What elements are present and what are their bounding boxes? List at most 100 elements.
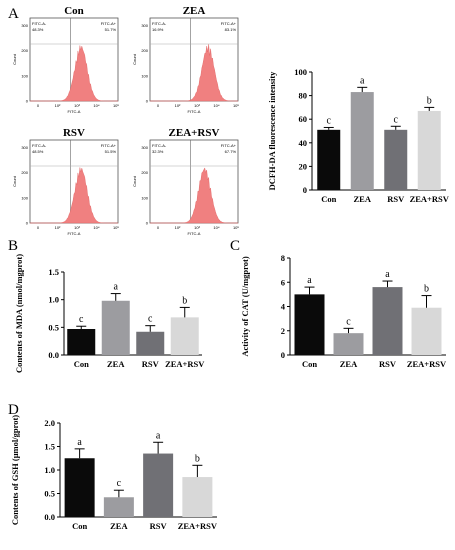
flow-y-tick-label: 300 xyxy=(141,145,148,150)
flow-title: Con xyxy=(64,5,84,17)
bar xyxy=(317,129,341,190)
flow-x-tick-label: 10² xyxy=(55,103,61,108)
flow-x-tick-label: 10³ xyxy=(194,225,200,230)
bar-chart-gsh: 0.0 0.5 1.0 1.5 2.0 Contents of GSH (μmol/gpr… xyxy=(10,415,218,531)
flow-x-tick-label: 0 xyxy=(37,103,40,108)
panel-letter-c: C xyxy=(230,238,240,254)
significance-letter: a xyxy=(307,275,312,286)
flow-y-tick-label: 0 xyxy=(26,221,29,226)
y-tick-label: 0 xyxy=(303,185,307,195)
bar xyxy=(101,300,130,355)
significance-letter: a xyxy=(156,430,161,441)
bar xyxy=(103,497,134,517)
x-tick-label: ZEA xyxy=(107,359,125,369)
flow-x-tick-label: 10² xyxy=(175,103,181,108)
bar-chart-mda: 0.0 0.5 1.0 1.5 Contents of MDA (nmol/mgprot… xyxy=(14,254,205,373)
significance-letter: c xyxy=(327,115,332,126)
x-tick-label: Con xyxy=(302,359,317,369)
flow-gate-right-pct: 83.1% xyxy=(225,27,237,32)
flow-gate-left-label: FITC-A- xyxy=(152,21,167,26)
significance-letter: c xyxy=(148,314,153,325)
significance-letter: b xyxy=(182,295,187,306)
flow-y-tick-label: 100 xyxy=(21,73,28,78)
flow-gate-left-label: FITC-A- xyxy=(32,143,47,148)
bar xyxy=(384,129,408,190)
y-tick-label: 80 xyxy=(299,91,308,101)
panel-letter-d: D xyxy=(8,402,19,418)
flow-x-axis-label: FITC-A xyxy=(68,109,81,114)
significance-letter: a xyxy=(114,282,119,293)
y-tick-label: 0.0 xyxy=(44,512,55,522)
flow-gate-right-label: FITC-A+ xyxy=(101,143,117,148)
y-tick-label: 1.5 xyxy=(48,267,59,277)
bar xyxy=(411,307,442,355)
flow-gate-left-pct: 32.3% xyxy=(152,149,164,154)
bar xyxy=(136,331,165,355)
y-axis-label: DCFH-DA fluorescence intensity xyxy=(267,71,277,191)
bar xyxy=(143,453,174,517)
flow-y-tick-label: 300 xyxy=(21,23,28,28)
flow-x-tick-label: 10⁵ xyxy=(233,225,239,230)
bar xyxy=(182,477,213,517)
x-tick-label: Con xyxy=(321,194,336,204)
flow-x-tick-label: 10⁴ xyxy=(213,225,219,230)
y-axis-label: Contents of MDA (nmol/mgprot) xyxy=(14,254,24,373)
y-tick-label: 40 xyxy=(299,138,308,148)
flow-gate-left-label: FITC-A- xyxy=(32,21,47,26)
significance-letter: a xyxy=(360,75,365,86)
y-axis-label: Contents of GSH (μmol/gprot) xyxy=(10,415,20,525)
x-tick-label: ZEA+RSV xyxy=(178,521,218,531)
flow-y-tick-label: 100 xyxy=(21,195,28,200)
x-tick-label: ZEA xyxy=(354,194,372,204)
significance-letter: a xyxy=(385,269,390,280)
flow-x-tick-label: 10⁵ xyxy=(233,103,239,108)
bar xyxy=(294,294,325,355)
flow-panel-3: RSV FITC-A-48.5% FITC-A+51.5% 0 100 200 300 0 10… xyxy=(12,127,119,236)
flow-gate-right-pct: 51.7% xyxy=(105,27,117,32)
bar xyxy=(67,328,96,355)
y-tick-label: 2.0 xyxy=(44,418,55,428)
flow-y-tick-label: 100 xyxy=(141,195,148,200)
bar-chart-cat: 0 2 4 6 8 Activity of CAT (U/mgprot) a Con c ZEA a… xyxy=(240,253,447,369)
y-tick-label: 0.0 xyxy=(48,350,59,360)
flow-x-axis-label: FITC-A xyxy=(68,231,81,236)
flow-x-tick-label: 0 xyxy=(37,225,40,230)
flow-gate-right-label: FITC-A+ xyxy=(221,21,237,26)
significance-letter: c xyxy=(346,316,351,327)
y-tick-label: 1.0 xyxy=(44,465,55,475)
x-tick-label: RSV xyxy=(150,521,168,531)
flow-x-tick-label: 10⁴ xyxy=(93,225,99,230)
flow-x-tick-label: 10³ xyxy=(74,225,80,230)
bar xyxy=(372,287,403,355)
y-tick-label: 4 xyxy=(281,302,286,312)
flow-y-axis-label: Count xyxy=(132,175,137,187)
y-tick-label: 2 xyxy=(281,326,285,336)
flow-panel-1: Con FITC-A-48.3% FITC-A+51.7% 0 100 200 300 0 10… xyxy=(12,5,119,114)
flow-gate-right-pct: 67.7% xyxy=(225,149,237,154)
bar xyxy=(170,317,199,355)
significance-letter: b xyxy=(424,284,429,295)
flow-x-axis-label: FITC-A xyxy=(188,231,201,236)
y-tick-label: 60 xyxy=(299,114,308,124)
flow-y-tick-label: 0 xyxy=(26,99,29,104)
x-tick-label: ZEA xyxy=(340,359,358,369)
flow-histogram xyxy=(30,45,118,102)
bar xyxy=(333,333,364,355)
flow-y-axis-label: Count xyxy=(132,53,137,65)
x-tick-label: RSV xyxy=(379,359,397,369)
bar xyxy=(64,458,95,517)
flow-histogram xyxy=(30,167,118,224)
flow-x-tick-label: 0 xyxy=(157,103,160,108)
y-tick-label: 0.5 xyxy=(44,489,55,499)
y-tick-label: 100 xyxy=(294,67,307,77)
x-tick-label: ZEA xyxy=(110,521,128,531)
y-axis-label: Activity of CAT (U/mgprot) xyxy=(240,256,250,357)
x-tick-label: ZEA+RSV xyxy=(165,359,205,369)
significance-letter: c xyxy=(394,114,399,125)
y-tick-label: 0 xyxy=(281,350,285,360)
flow-x-tick-label: 10⁵ xyxy=(113,103,119,108)
y-tick-label: 8 xyxy=(281,253,285,263)
